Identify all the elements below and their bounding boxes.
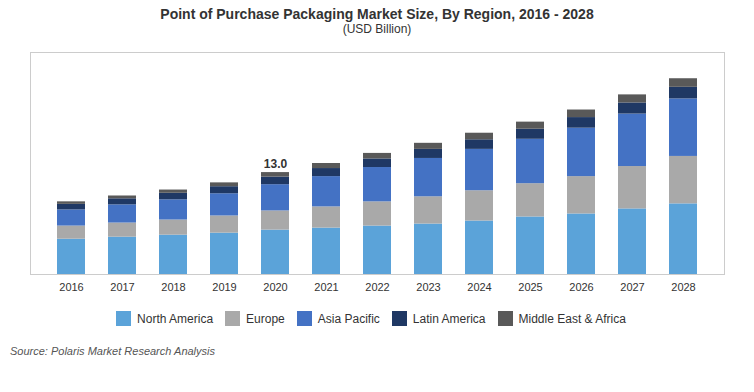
html-text:Point of Purchase Packaging Ma: Point of Purchase Packaging Market Size,… (160, 6, 594, 22)
svg-text:2024: 2024 (467, 281, 491, 293)
svg-text:2026: 2026 (569, 281, 593, 293)
svg-text:2027: 2027 (620, 281, 644, 293)
svg-text:2019: 2019 (212, 281, 236, 293)
html-text:North America: North America (137, 311, 214, 326)
svg-text:2023: 2023 (416, 281, 440, 293)
html-text:Latin America: Latin America (412, 311, 486, 326)
svg-text:2017: 2017 (110, 281, 134, 293)
html-text:Europe: Europe (246, 311, 285, 326)
svg-text:2021: 2021 (314, 281, 338, 293)
svg-text:2022: 2022 (365, 281, 389, 293)
html-text:Asia Pacific: Asia Pacific (317, 311, 380, 326)
html-text:Source: Polaris Market Researc: Source: Polaris Market Research Analysis (10, 345, 215, 357)
svg-text:13.0: 13.0 (264, 157, 288, 171)
svg-text:2025: 2025 (518, 281, 542, 293)
svg-text:2018: 2018 (161, 281, 185, 293)
html-text:Middle East & Africa: Middle East & Africa (518, 311, 626, 326)
html-text:(USD Billion): (USD Billion) (342, 22, 412, 36)
svg-text:2028: 2028 (671, 281, 695, 293)
svg-text:2020: 2020 (263, 281, 287, 293)
svg-text:2016: 2016 (59, 281, 83, 293)
